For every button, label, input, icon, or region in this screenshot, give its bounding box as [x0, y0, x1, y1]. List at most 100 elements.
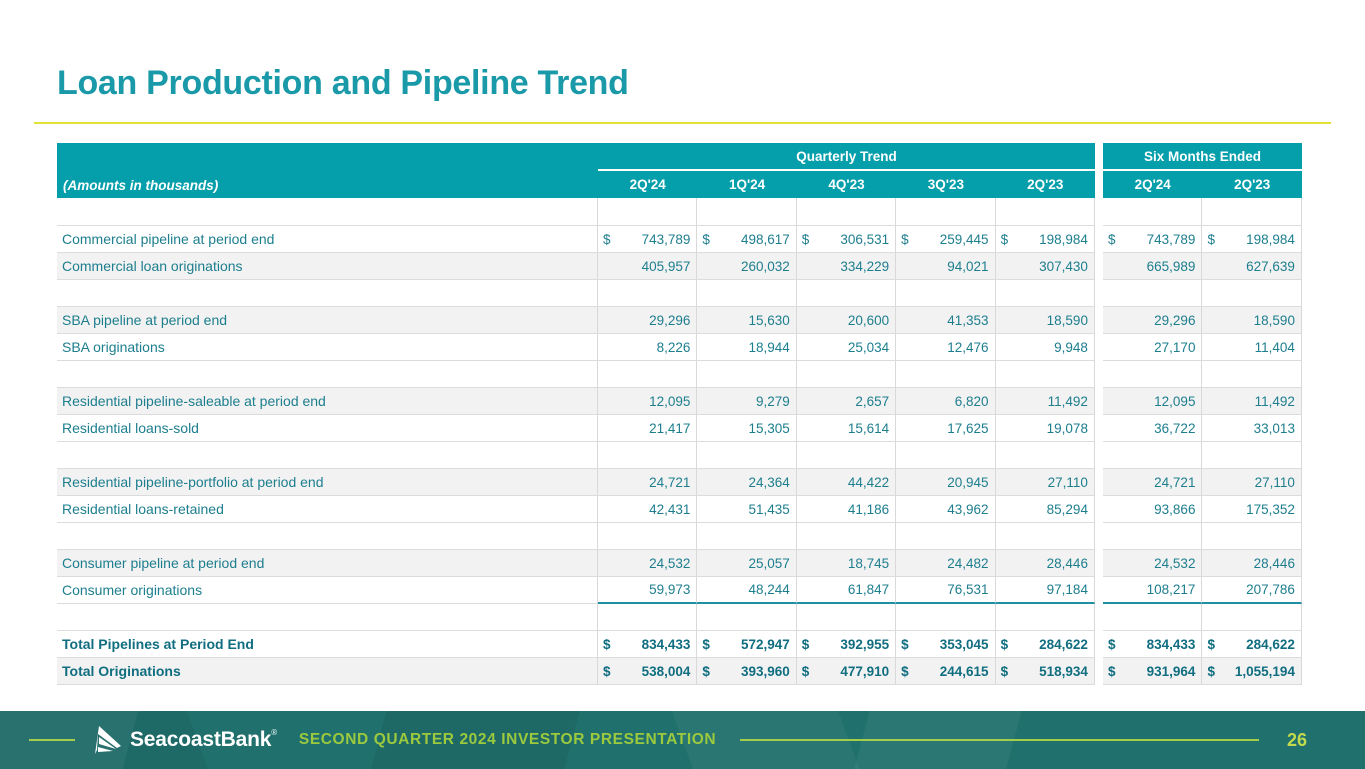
- value-cell: [697, 280, 797, 307]
- value-cell: $284,622: [1202, 631, 1302, 658]
- value-cell: [598, 604, 698, 631]
- value-cell: 43,962: [896, 496, 996, 523]
- dollar-sign: $: [1207, 663, 1215, 679]
- value: 17,625: [947, 420, 989, 436]
- table-gap: [1094, 442, 1103, 469]
- value-cell: [796, 442, 897, 469]
- table-row: [57, 198, 1302, 226]
- value: 42,431: [649, 501, 691, 517]
- value-cell: [995, 604, 1095, 631]
- value: 405,957: [641, 258, 691, 274]
- table-gap: [1094, 658, 1103, 685]
- value: 20,945: [947, 474, 989, 490]
- value-cell: [598, 442, 698, 469]
- value-cell: 20,600: [796, 307, 897, 334]
- value-cell: $284,622: [995, 631, 1095, 658]
- dollar-sign: $: [801, 663, 810, 679]
- value-cell: $198,984: [1202, 226, 1302, 253]
- table-gap: [1094, 307, 1103, 334]
- amounts-note: (Amounts in thousands): [57, 143, 598, 198]
- value: 93,866: [1154, 501, 1196, 517]
- value-cell: [995, 280, 1095, 307]
- column-header: 2Q'23: [1202, 171, 1302, 198]
- value-cell: [796, 604, 897, 631]
- value-cell: $538,004: [598, 658, 698, 685]
- value-cell: $306,531: [796, 226, 897, 253]
- value-cell: $353,045: [896, 631, 996, 658]
- value: 25,034: [847, 339, 890, 355]
- value: 11,492: [1047, 393, 1088, 409]
- value-cell: [598, 523, 698, 550]
- value-cell: $392,955: [796, 631, 897, 658]
- loan-table-body: Commercial pipeline at period end $743,78…: [57, 198, 1302, 685]
- footer-bar: SeacoastBank® SECOND QUARTER 2024 INVEST…: [0, 711, 1365, 769]
- value: 29,296: [649, 312, 691, 328]
- dollar-sign: $: [603, 231, 611, 247]
- table-gap: [1094, 226, 1103, 253]
- value-cell: [697, 442, 797, 469]
- value-cell: 11,492: [995, 388, 1095, 415]
- value: 33,013: [1253, 420, 1295, 436]
- dollar-sign: $: [1207, 231, 1215, 247]
- value-cell: [896, 604, 996, 631]
- footer-accent-line-right: [740, 739, 1259, 741]
- value-cell: 51,435: [697, 496, 797, 523]
- dollar-sign: $: [1107, 231, 1116, 247]
- row-label: SBA pipeline at period end: [57, 307, 598, 334]
- value: 18,590: [1046, 312, 1088, 328]
- dollar-sign: $: [603, 636, 611, 652]
- value-cell: [697, 361, 797, 388]
- value-cell: 24,721: [1102, 469, 1203, 496]
- table-gap: [1094, 280, 1103, 307]
- dollar-sign: $: [1000, 231, 1009, 247]
- value-cell: [598, 198, 698, 226]
- value-cell: [896, 442, 996, 469]
- registered-mark: ®: [271, 728, 277, 737]
- table-row: Residential pipeline-portfolio at period…: [57, 469, 1302, 496]
- value-cell: 29,296: [598, 307, 698, 334]
- row-label: [57, 523, 598, 550]
- value: 834,433: [1146, 636, 1196, 652]
- row-label: SBA originations: [57, 334, 598, 361]
- value-cell: 12,476: [896, 334, 996, 361]
- value: 284,622: [1246, 636, 1295, 652]
- value-cell: 15,614: [796, 415, 897, 442]
- value: 24,532: [649, 555, 691, 571]
- table-gap: [1094, 171, 1103, 198]
- value: 392,955: [840, 636, 890, 652]
- value-cell: $393,960: [697, 658, 797, 685]
- value-cell: [697, 523, 797, 550]
- table-header: (Amounts in thousands) Quarterly Trend S…: [57, 143, 1302, 198]
- row-label: Commercial loan originations: [57, 253, 598, 280]
- value: 36,722: [1154, 420, 1196, 436]
- table-row: Commercial loan originations 405,957 260,0…: [57, 253, 1302, 280]
- value: 498,617: [740, 231, 790, 247]
- value: 198,984: [1039, 231, 1088, 247]
- value-cell: [1202, 442, 1302, 469]
- value-cell: [995, 361, 1095, 388]
- table-row: Residential loans-sold 21,417 15,305 15,614…: [57, 415, 1302, 442]
- value-cell: 18,590: [995, 307, 1095, 334]
- table-row: [57, 523, 1302, 550]
- column-header: 4Q'23: [796, 171, 897, 198]
- table-row: Total Originations $538,004 $393,960 $477,9…: [57, 658, 1302, 685]
- value-cell: 29,296: [1102, 307, 1203, 334]
- value-cell: $743,789: [598, 226, 698, 253]
- value: 743,789: [641, 231, 691, 247]
- value-cell: 48,244: [697, 577, 797, 604]
- value: 627,639: [1246, 258, 1295, 274]
- value: 85,294: [1046, 501, 1088, 517]
- table-row: [57, 604, 1302, 631]
- value-cell: 21,417: [598, 415, 698, 442]
- value-cell: 260,032: [697, 253, 797, 280]
- value: 743,789: [1146, 231, 1196, 247]
- table-row: SBA originations 8,226 18,944 25,034 12,476 9…: [57, 334, 1302, 361]
- value-cell: [1102, 442, 1203, 469]
- value-cell: 42,431: [598, 496, 698, 523]
- row-label: Residential pipeline-saleable at period …: [57, 388, 598, 415]
- group-header-sixmonths: Six Months Ended: [1103, 143, 1302, 171]
- value-cell: 108,217: [1102, 577, 1203, 604]
- value-cell: 24,532: [1102, 550, 1203, 577]
- footer-presentation-title: SECOND QUARTER 2024 INVESTOR PRESENTATIO…: [298, 731, 717, 748]
- value-cell: 61,847: [796, 577, 897, 604]
